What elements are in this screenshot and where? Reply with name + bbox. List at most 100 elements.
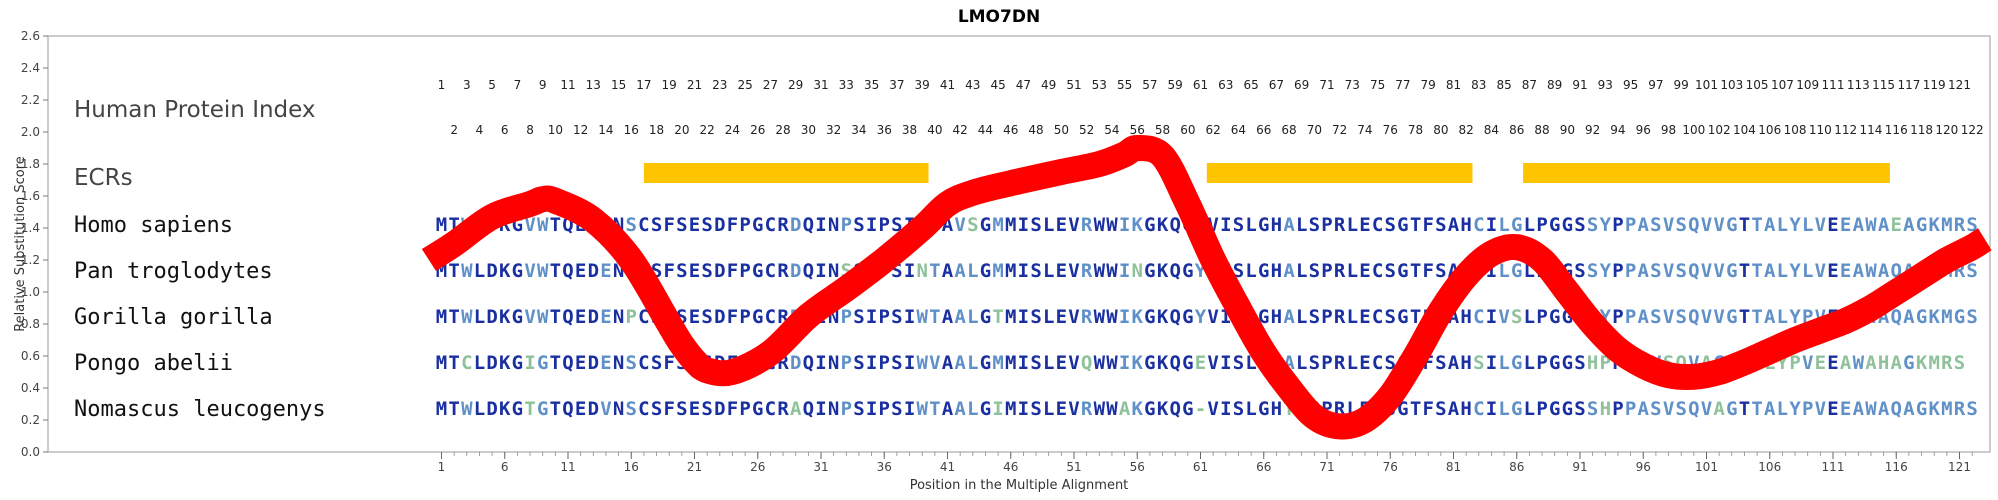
human-index-number: 81 <box>1446 78 1461 92</box>
human-index-number: 74 <box>1357 123 1372 137</box>
residue: E <box>575 306 586 328</box>
residue: V <box>1207 352 1218 374</box>
residue: Q <box>1688 398 1699 420</box>
residue: T <box>929 306 940 328</box>
ecr-bar <box>1206 163 1473 183</box>
residue: A <box>1764 260 1776 282</box>
residue: L <box>1524 398 1535 420</box>
residue: K <box>1157 214 1169 236</box>
residue: R <box>1334 260 1346 282</box>
x-tick-label: 51 <box>1066 460 1081 474</box>
residue: G <box>1562 306 1573 328</box>
residue: A <box>1865 352 1877 374</box>
y-tick-label: 0.4 <box>21 381 40 395</box>
ecr-bars <box>643 163 1890 183</box>
residue: W <box>461 260 473 282</box>
species-name: Pan troglodytes <box>74 259 273 284</box>
human-index-number: 24 <box>725 123 740 137</box>
residue: P <box>739 214 750 236</box>
residue: E <box>1840 398 1851 420</box>
residue: L <box>474 260 485 282</box>
residue: D <box>486 260 497 282</box>
residue: R <box>777 398 789 420</box>
human-index-number: 70 <box>1307 123 1322 137</box>
human-index-number: 57 <box>1142 78 1157 92</box>
residue: K <box>1157 352 1169 374</box>
residue: N <box>828 352 839 374</box>
residue: T <box>448 352 459 374</box>
human-index-number: 78 <box>1408 123 1423 137</box>
residue: P <box>739 306 750 328</box>
residue: P <box>1612 398 1623 420</box>
residue: L <box>1245 352 1256 374</box>
human-index-number: 63 <box>1218 78 1233 92</box>
residue: L <box>1347 214 1358 236</box>
residue: G <box>1903 352 1914 374</box>
human-index-number: 102 <box>1708 123 1731 137</box>
residue: K <box>1928 214 1940 236</box>
residue: P <box>879 398 890 420</box>
residue: H <box>1460 214 1471 236</box>
residue: W <box>537 306 549 328</box>
residue: S <box>1473 352 1484 374</box>
residue: Q <box>562 214 573 236</box>
residue: Q <box>1169 398 1180 420</box>
residue: A <box>1638 260 1650 282</box>
human-index-number: 103 <box>1720 78 1743 92</box>
residue: V <box>1068 260 1079 282</box>
residue: H <box>1878 352 1889 374</box>
species-name: Homo sapiens <box>74 213 233 238</box>
human-index-number: 73 <box>1345 78 1360 92</box>
residue: S <box>1435 352 1446 374</box>
residue: S <box>891 260 902 282</box>
residue: S <box>853 214 864 236</box>
residue: T <box>1751 398 1762 420</box>
residue: D <box>588 398 599 420</box>
human-index-number: 20 <box>674 123 689 137</box>
residue: V <box>1663 306 1674 328</box>
residue: W <box>1865 398 1877 420</box>
residue: D <box>714 214 725 236</box>
residue: E <box>1827 214 1838 236</box>
human-index-number: 11 <box>560 78 575 92</box>
residue: S <box>676 306 687 328</box>
human-index-number: 85 <box>1496 78 1511 92</box>
residue: W <box>1865 260 1877 282</box>
residue: F <box>727 260 738 282</box>
residue: S <box>626 214 637 236</box>
residue: E <box>1056 306 1067 328</box>
residue: S <box>701 306 712 328</box>
residue: A <box>954 260 966 282</box>
residue: G <box>1144 260 1155 282</box>
residue: L <box>1777 214 1788 236</box>
human-index-number: 82 <box>1459 123 1474 137</box>
residue: Q <box>562 352 573 374</box>
residue: S <box>626 352 637 374</box>
human-index-number: 101 <box>1695 78 1718 92</box>
residue: Q <box>1675 352 1686 374</box>
human-index-number: 16 <box>624 123 639 137</box>
human-index-number: 28 <box>775 123 790 137</box>
residue: S <box>1650 398 1661 420</box>
residue: T <box>550 214 561 236</box>
residue: C <box>1473 306 1484 328</box>
residue: I <box>815 260 826 282</box>
human-index-number: 84 <box>1484 123 1499 137</box>
x-tick-label: 121 <box>1948 460 1971 474</box>
human-index-number: 121 <box>1948 78 1971 92</box>
residue: S <box>1675 306 1686 328</box>
human-index-number: 83 <box>1471 78 1486 92</box>
residue: G <box>1182 398 1193 420</box>
residue: S <box>1650 260 1661 282</box>
residue: Q <box>803 398 814 420</box>
residue: V <box>1207 214 1218 236</box>
human-index-number: 66 <box>1256 123 1271 137</box>
human-index-number: 44 <box>978 123 993 137</box>
residue: S <box>841 260 852 282</box>
residue: V <box>1207 306 1218 328</box>
residue: S <box>626 398 637 420</box>
residue: G <box>512 398 523 420</box>
residue: A <box>1878 260 1890 282</box>
residue: G <box>1511 398 1522 420</box>
residue: A <box>1283 260 1295 282</box>
